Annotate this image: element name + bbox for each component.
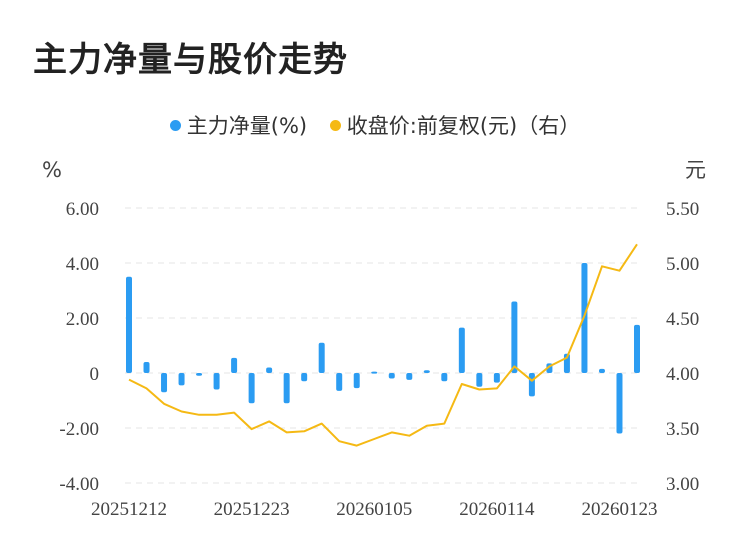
bar[interactable] [143, 362, 150, 373]
bar[interactable] [598, 368, 605, 373]
x-tick-label: 20251212 [91, 499, 167, 520]
y-left-tick-label: -2.00 [59, 419, 99, 440]
legend-label-net-volume: 主力净量(%) [186, 114, 308, 138]
bar[interactable] [511, 301, 518, 374]
price-line[interactable] [128, 243, 638, 447]
bar[interactable] [493, 373, 500, 383]
y-right-tick-label: 3.00 [666, 474, 699, 495]
y-right-tick-label: 5.00 [666, 254, 699, 275]
bar-layer [126, 263, 640, 434]
legend-dot-close-price [329, 119, 341, 131]
y-right-tick-label: 4.00 [666, 364, 699, 385]
legend-item-close-price[interactable]: 收盘价:前复权(元)（右） [329, 110, 581, 140]
y-right-tick-label: 5.50 [666, 199, 699, 220]
bar[interactable] [616, 373, 623, 434]
label-layer: 6.00 5.50 4.00 5.00 2.00 4.50 0 4.00 -2.00 3.50 -4… [42, 158, 706, 520]
y-left-tick-label: 6.00 [66, 199, 99, 220]
y-left-unit: % [42, 158, 62, 182]
bar[interactable] [634, 324, 640, 373]
bar[interactable] [423, 370, 430, 373]
bar[interactable] [476, 373, 483, 387]
y-left-tick-label: 0 [90, 364, 100, 385]
x-tick-label: 20260114 [459, 499, 535, 520]
bar[interactable] [248, 373, 255, 404]
grid-layer [125, 207, 641, 484]
bar[interactable] [353, 373, 360, 389]
bar[interactable] [126, 276, 132, 373]
bar[interactable] [318, 342, 325, 373]
y-left-tick-label: 4.00 [66, 254, 99, 275]
y-left-tick-label: -4.00 [59, 474, 99, 495]
x-tick-label: 20260123 [581, 499, 657, 520]
legend: 主力净量(%) 收盘价:前复权(元)（右） [0, 110, 750, 140]
bar[interactable] [441, 373, 448, 382]
bar[interactable] [528, 373, 535, 397]
line-layer [128, 243, 638, 447]
x-tick-label: 20260105 [336, 499, 412, 520]
bar[interactable] [266, 367, 273, 374]
bar[interactable] [371, 371, 378, 374]
y-right-tick-label: 4.50 [666, 309, 699, 330]
bar[interactable] [213, 373, 220, 390]
bar[interactable] [388, 373, 395, 379]
legend-item-net-volume[interactable]: 主力净量(%) [169, 110, 308, 140]
bar[interactable] [406, 373, 413, 380]
bar[interactable] [178, 373, 185, 386]
bar[interactable] [301, 373, 308, 382]
bar[interactable] [458, 327, 465, 373]
bar[interactable] [336, 373, 343, 391]
bar[interactable] [231, 357, 238, 373]
legend-dot-net-volume [169, 119, 181, 131]
bar[interactable] [283, 373, 290, 404]
y-right-unit: 元 [685, 158, 706, 182]
y-left-tick-label: 2.00 [66, 309, 99, 330]
bar[interactable] [161, 373, 168, 393]
bar[interactable] [196, 373, 203, 376]
legend-label-close-price: 收盘价:前复权(元)（右） [346, 114, 581, 138]
chart-title: 主力净量与股价走势 [33, 40, 348, 80]
y-right-tick-label: 3.50 [666, 419, 699, 440]
x-tick-label: 20251223 [214, 499, 290, 520]
